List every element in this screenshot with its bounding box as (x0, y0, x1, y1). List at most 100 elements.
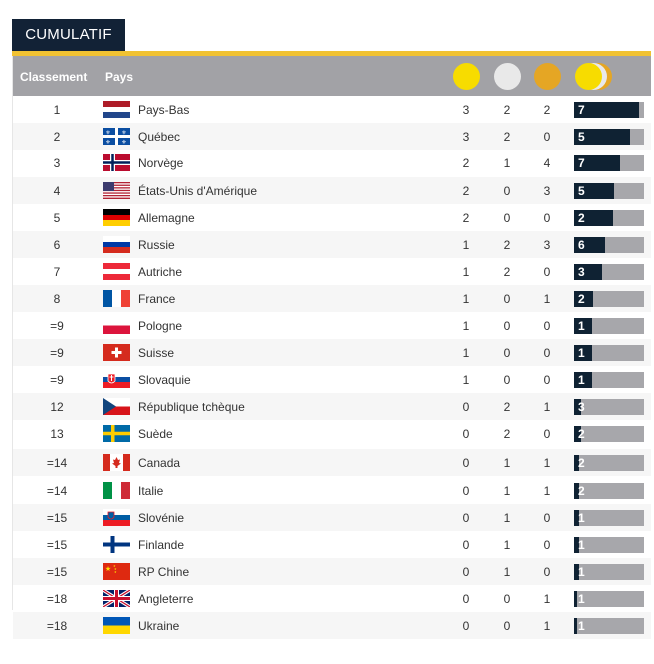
silver-count: 2 (503, 103, 511, 117)
silver-count: 0 (503, 373, 511, 387)
country-name[interactable]: Norvège (138, 156, 184, 170)
rank-value: =15 (46, 511, 68, 525)
total-bar-fill (574, 399, 581, 415)
country-name[interactable]: Pays-Bas (138, 103, 190, 117)
country-name[interactable]: Allemagne (138, 211, 195, 225)
total-bar-fill (574, 426, 581, 442)
cumulatif-tab[interactable]: CUMULATIF (12, 19, 125, 51)
total-count: 2 (578, 211, 585, 225)
total-bar: 7 (574, 155, 644, 171)
total-bar: 2 (574, 455, 644, 471)
table-row[interactable]: 12 République tchèque 0 2 1 3 (13, 393, 651, 420)
bronze-count: 1 (543, 292, 551, 306)
total-count: 1 (578, 346, 585, 360)
rank-value: =15 (46, 538, 68, 552)
total-medals-icon[interactable] (575, 63, 613, 90)
table-row[interactable]: 1 Pays-Bas 3 2 2 7 (13, 96, 651, 123)
country-name[interactable]: Italie (138, 484, 164, 498)
total-bar-fill (574, 591, 577, 607)
table-row[interactable]: =14 Italie 0 1 1 2 (13, 477, 651, 504)
table-row[interactable]: =9 Suisse 1 0 0 1 (13, 339, 651, 366)
table-row[interactable]: =15 Slovénie 0 1 0 1 (13, 504, 651, 531)
country-name[interactable]: Québec (138, 130, 181, 144)
country-name[interactable]: Angleterre (138, 592, 194, 606)
gold-count: 3 (462, 130, 470, 144)
silver-count: 2 (503, 265, 511, 279)
total-bar: 6 (574, 237, 644, 253)
table-row[interactable]: 2 ⚜ ⚜ ⚜ ⚜ Québec 3 2 0 5 (13, 123, 651, 150)
rank-value: 12 (50, 400, 64, 414)
country-name[interactable]: Canada (138, 456, 181, 470)
country-name[interactable]: Suisse (138, 346, 175, 360)
table-row[interactable]: 5 Allemagne 2 0 0 2 (13, 204, 651, 231)
country-name[interactable]: Slovaquie (138, 373, 191, 387)
svg-text:★: ★ (114, 570, 117, 574)
country-name[interactable]: RP Chine (138, 565, 190, 579)
country-name[interactable]: Autriche (138, 265, 183, 279)
country-name[interactable]: Russie (138, 238, 175, 252)
silver-count: 0 (503, 319, 511, 333)
table-row[interactable]: =18 Ukraine 0 0 1 1 (13, 612, 651, 639)
total-bar: 2 (574, 291, 644, 307)
austria-flag-icon (103, 263, 130, 280)
silver-count: 1 (503, 156, 511, 170)
quebec-flag-icon: ⚜ ⚜ ⚜ ⚜ (103, 128, 130, 145)
total-count: 2 (578, 292, 585, 306)
table-row[interactable]: 13 Suède 0 2 0 2 (13, 420, 651, 447)
total-bar-fill (574, 510, 579, 526)
total-bar: 1 (574, 345, 644, 361)
usa-flag-icon (103, 182, 130, 199)
total-bar-fill (574, 537, 579, 553)
silver-medal-icon[interactable] (494, 63, 521, 90)
country-name[interactable]: États-Unis d'Amérique (138, 184, 258, 198)
header-rank[interactable]: Classement (20, 70, 88, 84)
table-row[interactable]: 4 États-Unis d'Amérique 2 0 3 5 (13, 177, 651, 204)
total-bar-fill (574, 183, 614, 199)
table-row[interactable]: =15 ★ ★ ★ ★ RP Chine 0 1 0 1 (13, 558, 651, 585)
table-row[interactable]: =14 Canada 0 1 1 2 (13, 449, 651, 476)
header-country[interactable]: Pays (105, 70, 134, 84)
total-bar: 5 (574, 183, 644, 199)
total-count: 1 (578, 538, 585, 552)
country-name[interactable]: Suède (138, 427, 173, 441)
total-bar: 1 (574, 537, 644, 553)
total-count: 5 (578, 130, 585, 144)
bronze-medal-icon[interactable] (534, 63, 561, 90)
rank-value: 4 (53, 184, 61, 198)
table-row[interactable]: 3 Norvège 2 1 4 7 (13, 149, 651, 176)
silver-count: 2 (503, 427, 511, 441)
gold-count: 3 (462, 103, 470, 117)
table-row[interactable]: =18 Angleterre 0 0 1 1 (13, 585, 651, 612)
rank-value: 1 (53, 103, 61, 117)
country-name[interactable]: Slovénie (138, 511, 185, 525)
bronze-count: 0 (543, 130, 551, 144)
total-bar-fill (574, 564, 579, 580)
table-row[interactable]: 7 Autriche 1 2 0 3 (13, 258, 651, 285)
sweden-flag-icon (103, 425, 130, 442)
bronze-count: 4 (543, 156, 551, 170)
table-row[interactable]: =9 Slovaquie 1 0 0 1 (13, 366, 651, 393)
country-name[interactable]: Pologne (138, 319, 183, 333)
gold-medal-icon[interactable] (453, 63, 480, 90)
table-row[interactable]: =9 Pologne 1 0 0 1 (13, 312, 651, 339)
czech-flag-icon (103, 398, 130, 415)
total-bar-fill (574, 129, 630, 145)
total-count: 3 (578, 400, 585, 414)
bronze-count: 0 (543, 265, 551, 279)
gold-count: 0 (462, 484, 470, 498)
gold-count: 0 (462, 592, 470, 606)
gold-count: 1 (462, 265, 470, 279)
total-bar: 5 (574, 129, 644, 145)
table-row[interactable]: 6 Russie 1 2 3 6 (13, 231, 651, 258)
country-name[interactable]: République tchèque (138, 400, 245, 414)
country-name[interactable]: France (138, 292, 176, 306)
rank-value: =9 (50, 373, 64, 387)
netherlands-flag-icon (103, 101, 130, 118)
total-bar-fill (574, 318, 592, 334)
germany-flag-icon (103, 209, 130, 226)
ukraine-flag-icon (103, 617, 130, 634)
country-name[interactable]: Finlande (138, 538, 185, 552)
table-row[interactable]: =15 Finlande 0 1 0 1 (13, 531, 651, 558)
country-name[interactable]: Ukraine (138, 619, 180, 633)
table-row[interactable]: 8 France 1 0 1 2 (13, 285, 651, 312)
